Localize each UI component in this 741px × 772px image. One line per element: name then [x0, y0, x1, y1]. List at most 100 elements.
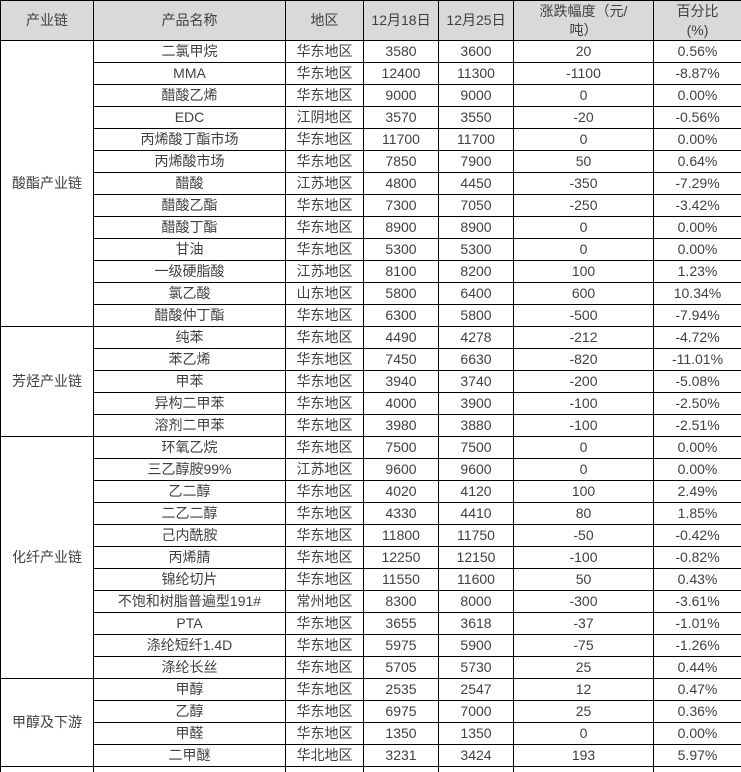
table-row: 溶剂二甲苯 华东地区 3980 3880 -100 -2.51%: [1, 414, 741, 437]
dec18-cell: 9600: [363, 458, 439, 481]
change-cell: -20: [513, 106, 654, 129]
header-dec18: 12月18日: [363, 0, 439, 41]
header-chain: 产业链: [0, 0, 94, 41]
change-cell: 25: [513, 656, 654, 679]
product-cell: 环氧乙烷: [93, 436, 286, 459]
region-cell: 华东地区: [285, 62, 364, 85]
product-cell: 二氯甲烷: [93, 40, 286, 63]
dec18-cell: 4800: [363, 172, 439, 195]
change-cell: -250: [513, 194, 654, 217]
table-row: 甲苯 华东地区 3940 3740 -200 -5.08%: [1, 370, 741, 393]
dec25-cell: 5730: [438, 656, 514, 679]
change-cell: 193: [513, 744, 654, 767]
table-row: 一级硬脂酸 江苏地区 8100 8200 100 1.23%: [1, 260, 741, 283]
region-cell: 华东地区: [285, 546, 364, 569]
dec25-cell: 7000: [438, 700, 514, 723]
pct-cell: 2.49%: [653, 480, 741, 503]
region-cell: 华北地区: [285, 744, 364, 767]
product-cell: 丙烯酸市场: [93, 150, 286, 173]
pct-cell: -2.50%: [653, 392, 741, 415]
region-cell: 华东地区: [285, 128, 364, 151]
header-dec25: 12月25日: [438, 0, 514, 41]
table-row: 醋酸仲丁酯 华东地区 6300 5800 -500 -7.94%: [1, 304, 741, 327]
header-pct: 百分比 (%): [653, 0, 741, 41]
product-cell: 纯苯: [93, 326, 286, 349]
pct-cell: 0.00%: [653, 436, 741, 459]
dec18-cell: 3940: [363, 370, 439, 393]
product-cell: 涤纶短纤1.4D: [93, 634, 286, 657]
dec25-cell: 4450: [438, 172, 514, 195]
product-cell: 甲苯: [93, 370, 286, 393]
region-cell: 华东地区: [285, 392, 364, 415]
table-row: 化纤产业链 环氧乙烷 华东地区 7500 7500 0 0.00%: [0, 436, 741, 679]
table-row: 甘油 华东地区 5300 5300 0 0.00%: [1, 238, 741, 261]
header-change: 涨跌幅度（元/ 吨）: [513, 0, 654, 41]
dec25-cell: 6630: [438, 348, 514, 371]
dec25-cell: 8200: [438, 260, 514, 283]
dec18-cell: 2535: [363, 678, 439, 701]
region-cell: 华东地区: [285, 678, 364, 701]
dec18-cell: 12400: [363, 62, 439, 85]
table-row: 不饱和树脂普遍型191# 常州地区 8300 8000 -300 -3.61%: [1, 590, 741, 613]
change-cell: -100: [513, 546, 654, 569]
region-cell: 常州地区: [285, 590, 364, 613]
dec25-cell: 3600: [438, 40, 514, 63]
change-cell: -300: [513, 590, 654, 613]
change-cell: 100: [513, 260, 654, 283]
dec18-cell: 6300: [363, 304, 439, 327]
table-row: 二乙二醇 华东地区 4330 4410 80 1.85%: [1, 502, 741, 525]
dec18-cell: 7450: [363, 348, 439, 371]
table-row: 涤纶短纤1.4D 华东地区 5975 5900 -75 -1.26%: [1, 634, 741, 657]
pct-cell: 0.36%: [653, 700, 741, 723]
change-cell: -100: [513, 392, 654, 415]
pct-cell: 0.64%: [653, 150, 741, 173]
dec25-cell: 4278: [438, 326, 514, 349]
product-cell: 丙烯腈: [93, 546, 286, 569]
change-cell: 50: [513, 568, 654, 591]
change-cell: -820: [513, 348, 654, 371]
dec18-cell: 3980: [363, 414, 439, 437]
table-row: 苯乙烯 华东地区 7450 6630 -820 -11.01%: [1, 348, 741, 371]
change-cell: 12: [513, 678, 654, 701]
product-cell: EDC: [93, 106, 286, 129]
change-cell: -37: [513, 612, 654, 635]
pct-cell: -2.51%: [653, 414, 741, 437]
pct-cell: 0.47%: [653, 678, 741, 701]
change-cell: 0: [513, 436, 654, 459]
empty-cell: [363, 766, 439, 772]
dec18-cell: 11550: [363, 568, 439, 591]
pct-cell: -1.01%: [653, 612, 741, 635]
table-row: 丙烯腈 华东地区 12250 12150 -100 -0.82%: [1, 546, 741, 569]
change-cell: 0: [513, 722, 654, 745]
table-row: 甲醛 华东地区 1350 1350 0 0.00%: [1, 722, 741, 745]
change-cell: -350: [513, 172, 654, 195]
table-row: 乙醇 华东地区 6975 7000 25 0.36%: [1, 700, 741, 723]
change-cell: 600: [513, 282, 654, 305]
product-cell: 醋酸乙酯: [93, 194, 286, 217]
change-cell: -100: [513, 414, 654, 437]
table-row: 醋酸乙烯 华东地区 9000 9000 0 0.00%: [1, 84, 741, 107]
change-cell: -50: [513, 524, 654, 547]
table-row: 醋酸乙酯 华东地区 7300 7050 -250 -3.42%: [1, 194, 741, 217]
product-cell: 氯乙酸: [93, 282, 286, 305]
change-cell: 100: [513, 480, 654, 503]
pct-cell: 0.00%: [653, 458, 741, 481]
region-cell: 华东地区: [285, 84, 364, 107]
dec25-cell: 8000: [438, 590, 514, 613]
dec18-cell: 12250: [363, 546, 439, 569]
pct-cell: -4.72%: [653, 326, 741, 349]
region-cell: 华东地区: [285, 150, 364, 173]
dec25-cell: 5300: [438, 238, 514, 261]
pct-cell: -0.42%: [653, 524, 741, 547]
dec25-cell: 9600: [438, 458, 514, 481]
table-header: 产业链 产品名称 地区 12月18日 12月25日 涨跌幅度（元/ 吨） 百分比 (%): [0, 0, 741, 41]
pct-cell: -7.29%: [653, 172, 741, 195]
product-cell: 溶剂二甲苯: [93, 414, 286, 437]
dec25-cell: 7900: [438, 150, 514, 173]
dec25-cell: 3900: [438, 392, 514, 415]
region-cell: 华东地区: [285, 348, 364, 371]
product-cell: 异构二甲苯: [93, 392, 286, 415]
pct-cell: 0.43%: [653, 568, 741, 591]
product-cell: 二乙二醇: [93, 502, 286, 525]
dec25-cell: 3424: [438, 744, 514, 767]
